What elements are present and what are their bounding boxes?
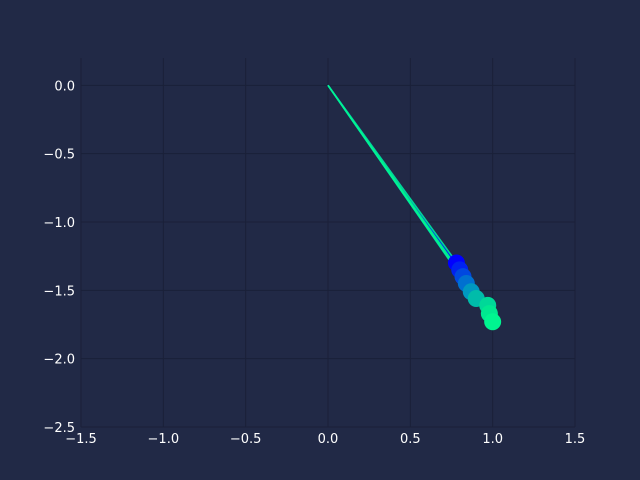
y-tick-label: −2.5 <box>43 421 75 436</box>
x-axis-ticks: −1.5 −1.0 −0.5 0.0 0.5 1.0 1.5 <box>65 432 585 447</box>
x-tick-label: 0.5 <box>400 432 421 447</box>
y-tick-label: 0.0 <box>54 79 75 94</box>
y-tick-label: −1.0 <box>43 216 75 231</box>
x-tick-label: 1.0 <box>482 432 503 447</box>
x-tick-label: −1.0 <box>148 432 180 447</box>
y-tick-label: −0.5 <box>43 148 75 163</box>
x-tick-label: −1.5 <box>65 432 97 447</box>
x-tick-label: 1.5 <box>565 432 586 447</box>
x-tick-label: 0.0 <box>318 432 339 447</box>
y-axis-ticks: 0.0 −0.5 −1.0 −1.5 −2.0 −2.5 <box>43 79 75 436</box>
x-tick-label: −0.5 <box>230 432 262 447</box>
pendulum-bobs <box>447 254 502 331</box>
y-tick-label: −2.0 <box>43 353 75 368</box>
pendulum-bob <box>484 313 502 331</box>
y-tick-label: −1.5 <box>43 284 75 299</box>
grid-lines <box>80 58 576 428</box>
